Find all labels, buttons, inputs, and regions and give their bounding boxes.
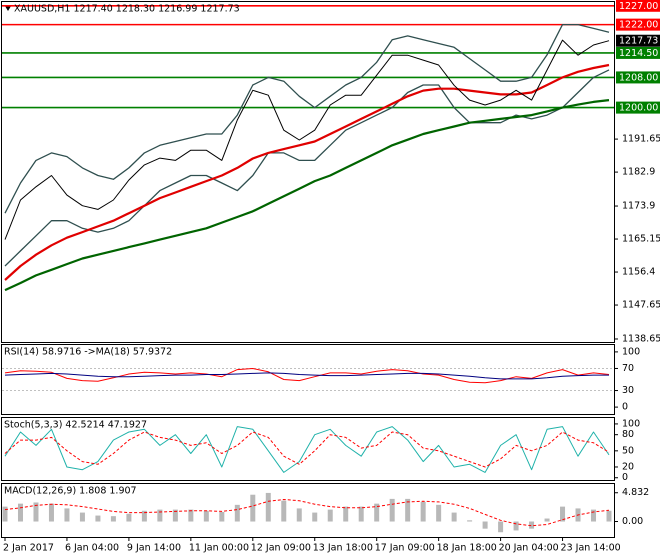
level-label: 1200.00 [619,103,658,114]
x-tick-label: 6 Jan 04:00 [65,543,119,554]
histogram-bar [95,515,101,522]
y-tick-label: 1182.9 [622,167,655,178]
level-label: 1227.00 [619,1,658,12]
symbol-menu-icon[interactable] [5,6,11,11]
histogram-bar [219,511,225,522]
y-tick-label: 0 [622,402,628,413]
histogram-bar [420,501,426,522]
histogram-bar [157,509,163,522]
series-line [4,372,609,380]
y-tick-label: 0 [622,472,628,483]
y-tick-label: 20 [622,461,634,472]
panel-title: XAUUSD,H1 1217.40 1218.30 1216.99 1217.7… [14,4,240,15]
series-line [4,499,610,527]
x-tick-label: 13 Jan 18:00 [313,543,373,554]
histogram-bar [405,498,411,522]
histogram-bar [141,510,147,522]
y-tick-label: 70 [622,363,634,374]
histogram-bar [188,509,194,522]
histogram-bar [451,512,457,522]
panel-title: MACD(12,26,9) 1.808 1.907 [4,486,137,497]
histogram-bar [343,506,349,522]
series-line [4,23,610,214]
y-tick-label: 0.00 [622,516,643,527]
y-tick-label: 50 [622,445,634,456]
level-label-box [616,18,660,31]
level-label-box [616,46,660,59]
x-tick-label: 23 Jan 14:00 [561,543,621,554]
histogram-bar [79,512,85,522]
x-tick-label: 17 Jan 09:00 [375,543,435,554]
level-label: 1208.00 [619,72,658,83]
histogram-bar [33,502,39,522]
histogram-bar [250,494,256,522]
level-label-box [616,101,660,114]
histogram-bar [17,503,23,522]
y-tick-label: 30 [622,385,634,396]
histogram-bar [560,506,566,522]
histogram-bar [2,506,8,522]
last-price-label: 1217.73 [619,36,658,47]
y-tick-label: 100 [622,346,640,357]
histogram-bar [389,498,395,522]
y-tick-label: 1138.65 [622,333,660,344]
histogram-bar [281,500,287,522]
series-line [4,426,610,473]
y-tick-label: 1165.15 [622,234,660,245]
level-label: 1222.00 [619,20,658,31]
histogram-bar [482,521,488,529]
x-tick-label: 2 Jan 2017 [3,543,54,554]
histogram-bar [498,521,504,533]
y-tick-label: 1191.65 [622,134,660,145]
histogram-bar [358,506,364,522]
y-tick-label: 1147.65 [622,300,660,311]
rsi-panel-frame [1,344,615,415]
histogram-bar [172,509,178,522]
x-tick-label: 11 Jan 00:00 [189,543,249,554]
series-line [4,99,610,292]
panel-title: RSI(14) 58.9716 ->MA(18) 57.9372 [4,347,172,358]
histogram-bar [374,503,380,522]
y-tick-label: 1173.9 [622,201,655,212]
x-tick-label: 12 Jan 09:00 [251,543,311,554]
histogram-bar [312,512,318,522]
histogram-bar [234,504,240,522]
histogram-bar [126,513,132,522]
y-tick-label: 80 [622,429,634,440]
histogram-bar [265,492,271,522]
y-tick-label: 100 [622,418,640,429]
level-label: 1214.50 [619,48,658,59]
macd-panel-frame [1,483,615,538]
histogram-bar [467,520,473,522]
histogram-bar [327,509,333,522]
histogram-bar [296,508,302,522]
histogram-bar [513,521,519,531]
panel-title: Stoch(5,3,3) 42.5214 47.1927 [4,420,147,431]
stoch-panel-frame [1,417,615,481]
level-label-box [616,71,660,84]
y-tick-label: 4.832 [622,487,649,498]
x-tick-label: 20 Jan 04:00 [499,543,559,554]
series-line [4,63,610,281]
histogram-bar [64,508,70,522]
series-line [4,39,610,240]
histogram-bar [606,510,612,522]
histogram-bar [110,516,116,522]
y-tick-label: 1156.4 [622,267,655,278]
x-tick-label: 9 Jan 14:00 [127,543,181,554]
histogram-bar [48,503,54,522]
x-tick-label: 18 Jan 18:00 [437,543,497,554]
last-price-box [616,34,660,47]
level-label-box [616,0,660,12]
histogram-bar [591,509,597,522]
histogram-bar [203,510,209,522]
series-line [4,431,610,468]
histogram-bar [544,518,550,522]
histogram-bar [529,521,535,529]
histogram-bar [436,504,442,522]
